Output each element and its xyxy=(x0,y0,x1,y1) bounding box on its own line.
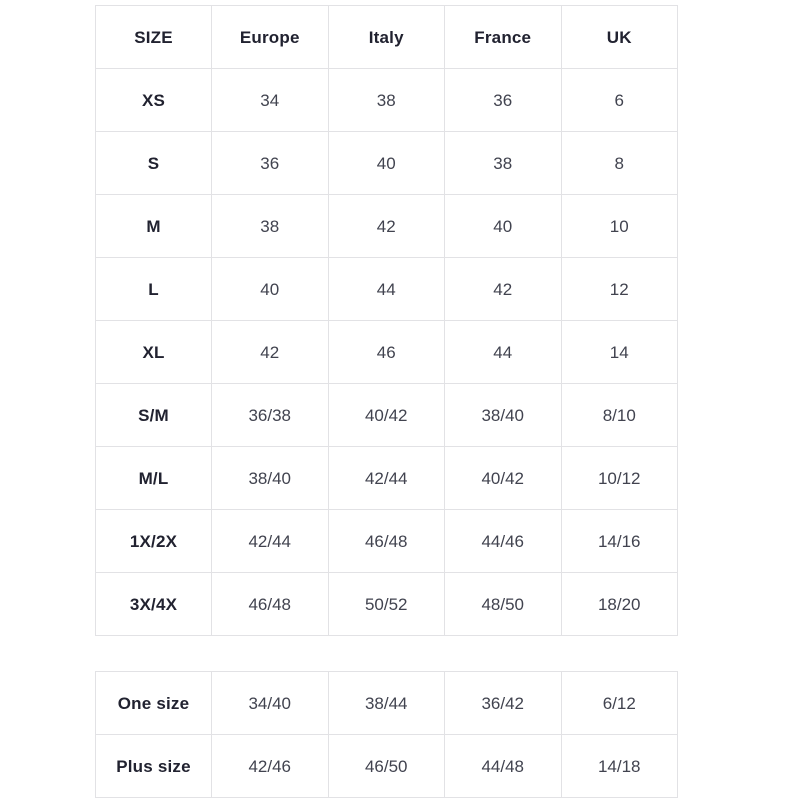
size-label-cell: M xyxy=(95,194,212,258)
size-value-cell: 8 xyxy=(560,131,678,195)
table-row: M/L 38/40 42/44 40/42 10/12 xyxy=(95,446,678,510)
size-label-cell: 1X/2X xyxy=(95,509,212,573)
size-value-cell: 10/12 xyxy=(560,446,678,510)
size-value-cell: 14 xyxy=(560,320,678,384)
size-value-cell: 36/38 xyxy=(211,383,329,447)
size-value-cell: 46/48 xyxy=(327,509,445,573)
column-header: SIZE xyxy=(95,5,212,69)
size-value-cell: 42/44 xyxy=(211,509,329,573)
size-value-cell: 46 xyxy=(327,320,445,384)
size-label-cell: One size xyxy=(95,671,212,735)
size-value-cell: 10 xyxy=(560,194,678,258)
size-value-cell: 42/44 xyxy=(327,446,445,510)
size-value-cell: 40 xyxy=(444,194,562,258)
size-value-cell: 6 xyxy=(560,68,678,132)
size-value-cell: 42/46 xyxy=(211,734,329,798)
size-value-cell: 38 xyxy=(327,68,445,132)
size-value-cell: 40/42 xyxy=(444,446,562,510)
size-value-cell: 14/18 xyxy=(560,734,678,798)
table-row: One size 34/40 38/44 36/42 6/12 xyxy=(95,671,678,735)
table-row: 1X/2X 42/44 46/48 44/46 14/16 xyxy=(95,509,678,573)
size-value-cell: 38 xyxy=(444,131,562,195)
size-value-cell: 36/42 xyxy=(444,671,562,735)
special-size-table: One size 34/40 38/44 36/42 6/12 Plus size 42/4… xyxy=(95,671,678,798)
size-value-cell: 40/42 xyxy=(327,383,445,447)
size-label-cell: Plus size xyxy=(95,734,212,798)
table-row: 3X/4X 46/48 50/52 48/50 18/20 xyxy=(95,572,678,636)
size-value-cell: 18/20 xyxy=(560,572,678,636)
size-label-cell: M/L xyxy=(95,446,212,510)
size-value-cell: 48/50 xyxy=(444,572,562,636)
size-value-cell: 44/46 xyxy=(444,509,562,573)
size-label-cell: XS xyxy=(95,68,212,132)
column-header: UK xyxy=(560,5,678,69)
size-value-cell: 40 xyxy=(327,131,445,195)
size-value-cell: 42 xyxy=(444,257,562,321)
table-row: S 36 40 38 8 xyxy=(95,131,678,195)
column-header: Italy xyxy=(327,5,445,69)
size-value-cell: 8/10 xyxy=(560,383,678,447)
size-value-cell: 14/16 xyxy=(560,509,678,573)
size-value-cell: 50/52 xyxy=(327,572,445,636)
size-value-cell: 46/48 xyxy=(211,572,329,636)
table-row: M 38 42 40 10 xyxy=(95,194,678,258)
table-row: Plus size 42/46 46/50 44/48 14/18 xyxy=(95,734,678,798)
table-row: S/M 36/38 40/42 38/40 8/10 xyxy=(95,383,678,447)
size-value-cell: 44 xyxy=(444,320,562,384)
size-value-cell: 34/40 xyxy=(211,671,329,735)
column-header: France xyxy=(444,5,562,69)
size-value-cell: 34 xyxy=(211,68,329,132)
size-value-cell: 38/40 xyxy=(211,446,329,510)
size-label-cell: L xyxy=(95,257,212,321)
size-label-cell: XL xyxy=(95,320,212,384)
size-value-cell: 42 xyxy=(327,194,445,258)
size-value-cell: 38/44 xyxy=(327,671,445,735)
main-size-table: SIZE Europe Italy France UK XS 34 38 36 6 S 36 40 38 8… xyxy=(95,5,678,636)
size-value-cell: 38 xyxy=(211,194,329,258)
size-value-cell: 46/50 xyxy=(327,734,445,798)
size-value-cell: 6/12 xyxy=(560,671,678,735)
table-row: L 40 44 42 12 xyxy=(95,257,678,321)
header-row: SIZE Europe Italy France UK xyxy=(95,5,678,69)
size-value-cell: 12 xyxy=(560,257,678,321)
size-value-cell: 36 xyxy=(444,68,562,132)
size-value-cell: 40 xyxy=(211,257,329,321)
table-row: XL 42 46 44 14 xyxy=(95,320,678,384)
size-label-cell: S/M xyxy=(95,383,212,447)
size-label-cell: S xyxy=(95,131,212,195)
size-value-cell: 38/40 xyxy=(444,383,562,447)
size-value-cell: 36 xyxy=(211,131,329,195)
size-value-cell: 42 xyxy=(211,320,329,384)
size-value-cell: 44/48 xyxy=(444,734,562,798)
size-label-cell: 3X/4X xyxy=(95,572,212,636)
table-row: XS 34 38 36 6 xyxy=(95,68,678,132)
size-value-cell: 44 xyxy=(327,257,445,321)
column-header: Europe xyxy=(211,5,329,69)
